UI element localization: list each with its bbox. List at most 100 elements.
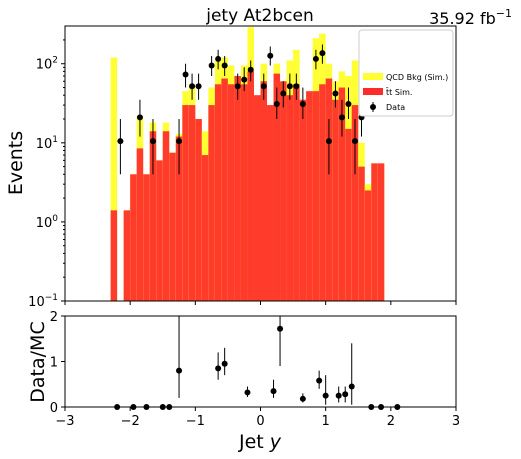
ttbar-bar [325, 78, 333, 301]
xtick-label: 3 [452, 414, 460, 429]
ratio-point [270, 388, 277, 395]
ttbar-bar [214, 84, 222, 301]
data-point [189, 83, 196, 90]
bottom-panel: 0 1 2 −3 −2 −1 0 1 2 3 [50, 310, 460, 429]
data-point [221, 62, 228, 69]
xtick-label: −2 [121, 414, 140, 429]
ratio-point [322, 392, 329, 399]
data-point [312, 55, 319, 62]
ratio-point [244, 389, 251, 396]
data-point [332, 90, 339, 97]
ratio-point [176, 367, 183, 374]
ratio-point [221, 360, 228, 367]
y-axis-label-top: Events [5, 131, 27, 195]
ttbar-bar [195, 119, 202, 301]
ratio-point [215, 365, 222, 372]
legend-ttbar-text: Sim. [392, 88, 412, 97]
data-point [149, 138, 156, 145]
bottom-ytick-label: 1 [50, 356, 58, 371]
xtick-label: −3 [55, 414, 74, 429]
data-point [182, 71, 189, 78]
ttbar-bar [136, 148, 144, 301]
ratio-point [316, 377, 323, 384]
ttbar-bar [130, 174, 137, 301]
x-axis-label-var: y [269, 431, 282, 453]
ttbar-bar [364, 190, 372, 301]
data-point [117, 138, 124, 145]
ttbar-bar [280, 81, 287, 301]
xtick-label: 2 [387, 414, 395, 429]
top-ytick-label: 100 [36, 214, 59, 231]
legend-swatch-qcd [363, 73, 383, 80]
ttbar-bar [319, 84, 326, 301]
ttbar-bar [208, 105, 215, 301]
ttbar-bar [247, 71, 254, 301]
ttbar-bar [149, 131, 157, 301]
top-ytick-label: 102 [36, 56, 58, 73]
ttbar-bar [201, 155, 209, 301]
data-point [299, 100, 306, 107]
top-ytick-label: 10−1 [28, 293, 58, 310]
ttbar-bar [188, 105, 196, 301]
xtick-label: 0 [256, 414, 264, 429]
legend-swatch-ttbar [363, 88, 383, 95]
data-point [195, 83, 202, 90]
ttbar-bar [175, 136, 183, 301]
data-point [241, 76, 248, 83]
data-point [293, 83, 300, 90]
top-ytick-label: 101 [36, 135, 58, 152]
y-axis-label-bottom: Data/MC [27, 321, 49, 402]
ttbar-bar [338, 87, 346, 301]
ttbar-bar [123, 210, 131, 301]
xtick-label: 1 [322, 414, 330, 429]
data-point [338, 114, 345, 121]
xtick-label: −1 [186, 414, 205, 429]
ratio-point [335, 392, 342, 399]
lumi-unit: fb [480, 9, 496, 28]
ttbar-bar [227, 84, 235, 301]
ttbar-bar [182, 105, 189, 301]
ttbar-bar [293, 84, 300, 301]
data-point [136, 114, 143, 121]
bottom-panel-frame [64, 315, 457, 408]
chart-title: jety At2bcen [205, 6, 314, 26]
ttbar-bar [162, 131, 170, 301]
bottom-ytick-label: 2 [50, 310, 58, 325]
ttbar-bar [312, 91, 320, 301]
lumi-value: 35.92 [429, 9, 475, 28]
data-point [267, 52, 274, 59]
data-point [208, 62, 215, 69]
ttbar-bar [299, 99, 307, 301]
ratio-point [348, 383, 355, 390]
data-point [176, 138, 183, 145]
ttbar-bar [273, 73, 281, 301]
data-point [325, 138, 332, 145]
data-point [351, 138, 358, 145]
x-axis-label-text: Jet [238, 431, 264, 453]
ttbar-bar [253, 95, 261, 301]
data-point [247, 66, 254, 73]
ttbar-bar [156, 160, 163, 301]
data-point [345, 100, 352, 107]
ttbar-bar [306, 91, 313, 301]
ttbar-bar [143, 174, 150, 301]
ttbar-bar [240, 84, 248, 301]
data-point [215, 55, 222, 62]
ttbar-bar [358, 166, 365, 301]
top-panel: 10−1 100 101 102 [28, 25, 457, 310]
lumi-exponent: −1 [496, 7, 512, 20]
ttbar-bar [371, 163, 378, 301]
ttbar-bar [110, 210, 118, 301]
ttbar-bar [260, 81, 268, 301]
ttbar-bar [332, 99, 339, 301]
legend-label-ttbar: t̄t Sim. [385, 87, 412, 97]
data-point [273, 100, 280, 107]
data-point [286, 83, 293, 90]
ttbar-bar [267, 105, 274, 301]
data-point [260, 83, 267, 90]
ttbar-bar [286, 95, 294, 301]
ratio-point [299, 395, 306, 402]
ttbar-bar [345, 128, 352, 301]
legend-label-data: Data [386, 103, 405, 112]
